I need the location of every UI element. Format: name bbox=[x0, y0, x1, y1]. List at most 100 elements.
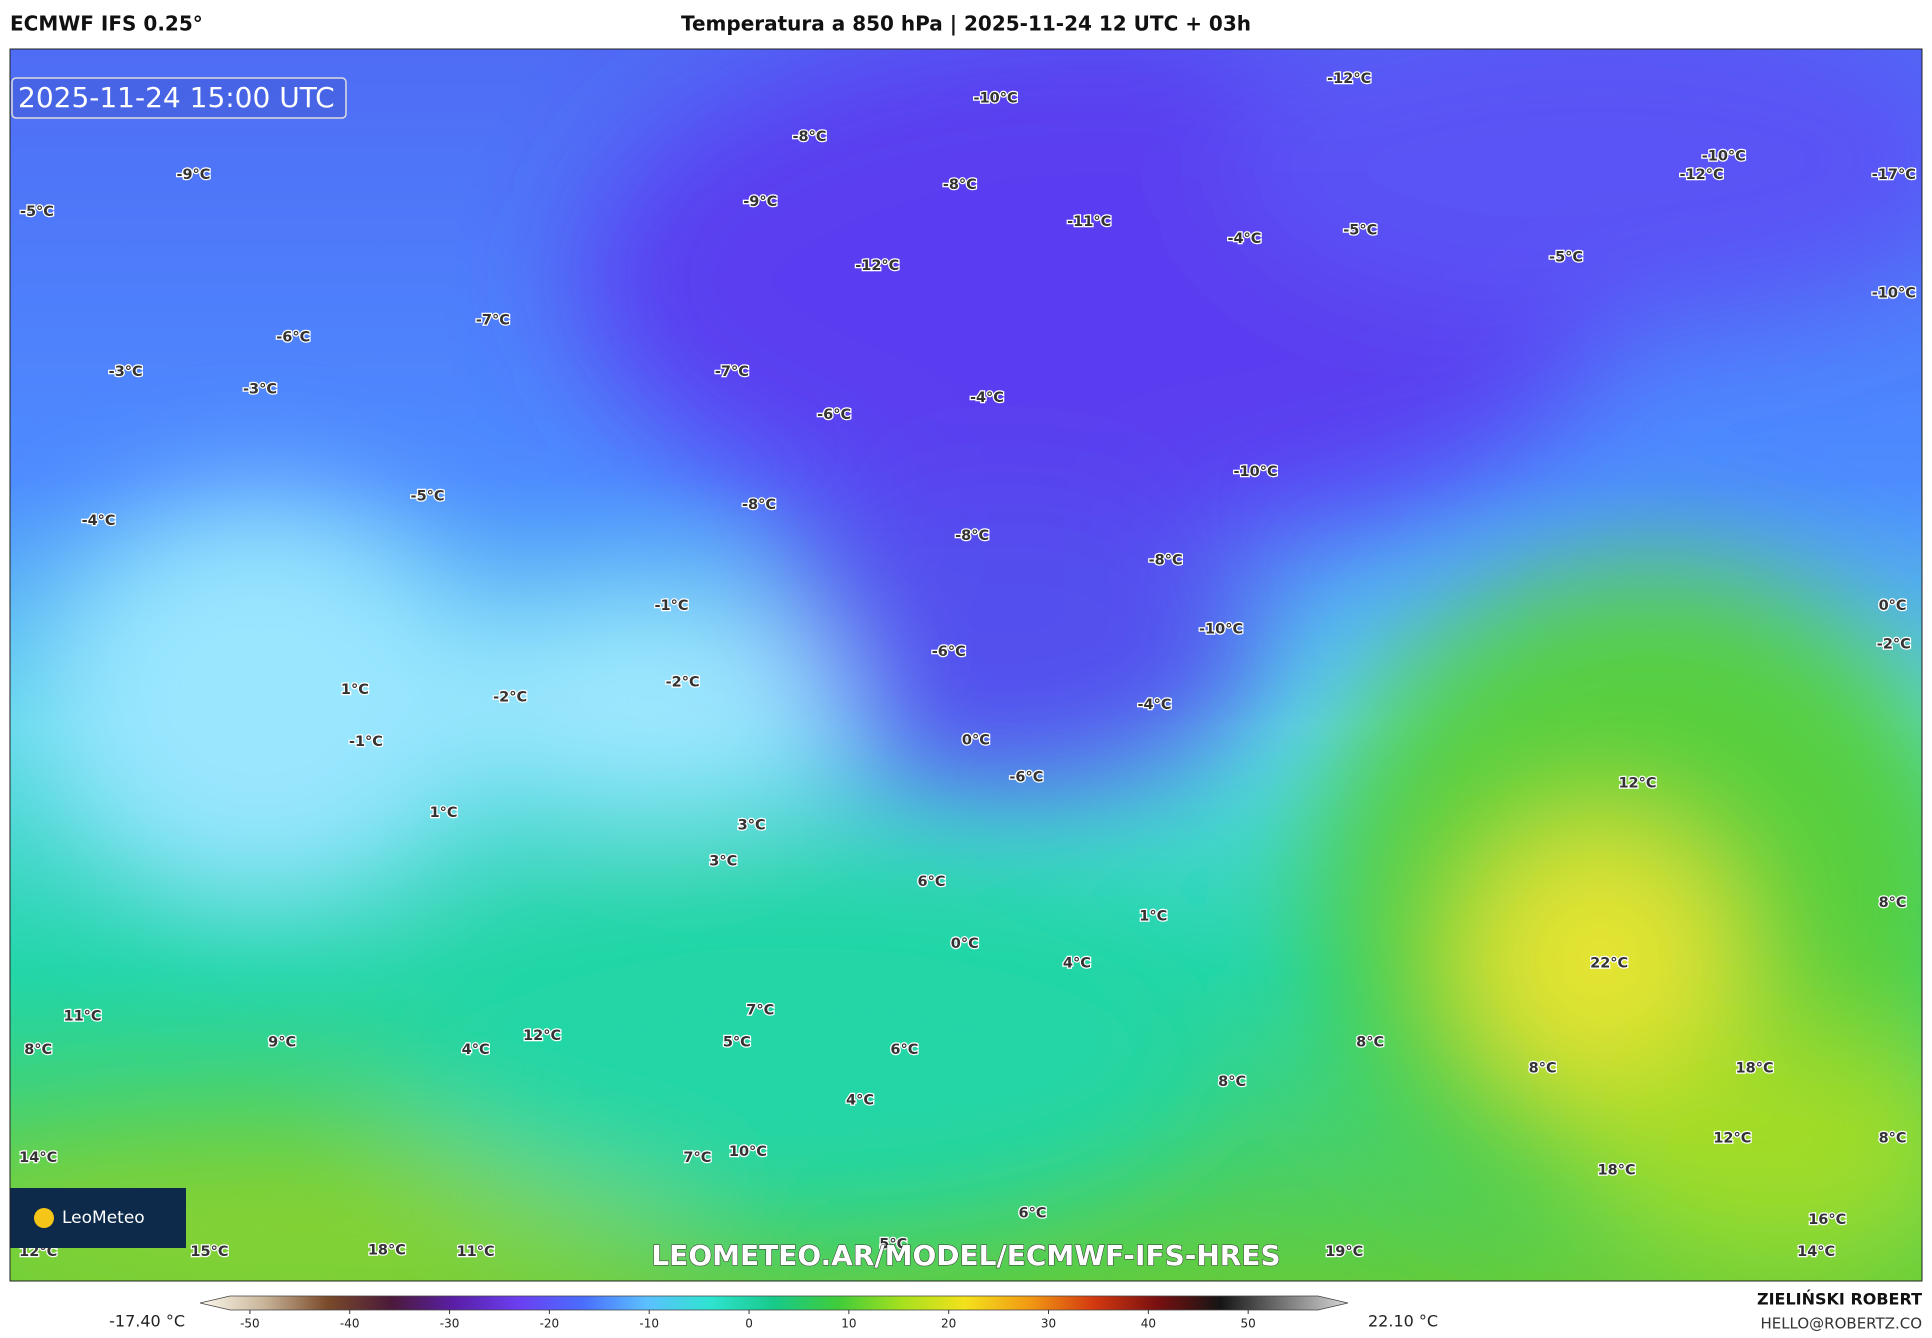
temperature-label: 1°C bbox=[341, 682, 369, 698]
temperature-label: -3°C bbox=[109, 364, 143, 380]
temperature-label: -6°C bbox=[276, 330, 310, 346]
colorbar-tick-label: 0 bbox=[745, 1317, 753, 1331]
temperature-label: 12°C bbox=[523, 1028, 561, 1044]
temperature-label: 5°C bbox=[879, 1236, 907, 1252]
temperature-label: -4°C bbox=[1227, 231, 1261, 247]
colorbar-tick-label: 50 bbox=[1241, 1317, 1256, 1331]
temperature-label: 6°C bbox=[1019, 1206, 1047, 1222]
temperature-label: 15°C bbox=[190, 1244, 228, 1260]
temperature-label: 7°C bbox=[683, 1150, 711, 1166]
temperature-label: -8°C bbox=[1149, 553, 1183, 569]
colorbar-tick-label: -40 bbox=[340, 1317, 360, 1331]
temperature-label: 11°C bbox=[457, 1244, 495, 1260]
temperature-label: 0°C bbox=[951, 936, 979, 952]
colorbar-tick-label: 20 bbox=[941, 1317, 956, 1331]
temperature-label: -4°C bbox=[1138, 697, 1172, 713]
temperature-label: 18°C bbox=[1736, 1060, 1774, 1076]
temperature-label: 0°C bbox=[1879, 598, 1907, 614]
temperature-label: -1°C bbox=[655, 598, 689, 614]
temperature-label: -5°C bbox=[1343, 222, 1377, 238]
temperature-label: 16°C bbox=[1808, 1212, 1846, 1228]
temperature-label: 7°C bbox=[746, 1002, 774, 1018]
temperature-label: 12°C bbox=[1618, 776, 1656, 792]
temperature-label: 3°C bbox=[738, 818, 766, 834]
temperature-label: -5°C bbox=[20, 204, 54, 220]
temperature-label: -11°C bbox=[1067, 214, 1111, 230]
temperature-label: 12°C bbox=[1713, 1131, 1751, 1147]
source-url: LEOMETEO.AR/MODEL/ECMWF-IFS-HRES bbox=[651, 1239, 1280, 1272]
temperature-label: 5°C bbox=[723, 1034, 751, 1050]
temperature-label: 11°C bbox=[64, 1009, 102, 1025]
temperature-label: -7°C bbox=[715, 364, 749, 380]
colorbar-tick-label: -20 bbox=[540, 1317, 560, 1331]
logo-sun bbox=[34, 1208, 54, 1228]
temperature-label: 8°C bbox=[1879, 895, 1907, 911]
temperature-label: -6°C bbox=[817, 407, 851, 423]
temperature-label: 3°C bbox=[709, 853, 737, 869]
temperature-label: -10°C bbox=[1234, 464, 1278, 480]
colorbar-tick-label: -30 bbox=[440, 1317, 460, 1331]
colorbar-tick-label: 30 bbox=[1041, 1317, 1056, 1331]
temperature-label: -5°C bbox=[411, 489, 445, 505]
email: HELLO@ROBERTZ.CO bbox=[1760, 1315, 1922, 1333]
temperature-label: -4°C bbox=[82, 513, 116, 529]
temperature-label: 8°C bbox=[24, 1042, 52, 1058]
author: ZIELIŃSKI ROBERT bbox=[1757, 1290, 1922, 1309]
colorbar-tick-label: -50 bbox=[240, 1317, 260, 1331]
temperature-label: -2°C bbox=[493, 689, 527, 705]
colorbar-tick-label: 40 bbox=[1141, 1317, 1156, 1331]
temperature-label: 8°C bbox=[1879, 1131, 1907, 1147]
temperature-label: 4°C bbox=[462, 1042, 490, 1058]
colorbar bbox=[199, 1295, 1349, 1311]
temperature-label: 22°C bbox=[1590, 956, 1628, 972]
colorbar-tick-label: 10 bbox=[841, 1317, 856, 1331]
temperature-label: 0°C bbox=[962, 733, 990, 749]
temperature-label: -8°C bbox=[943, 177, 977, 193]
max-value: 22.10 °C bbox=[1368, 1312, 1438, 1331]
temperature-label: -10°C bbox=[1702, 148, 1746, 164]
temperature-label: -1°C bbox=[349, 734, 383, 750]
temperature-label: -5°C bbox=[1549, 250, 1583, 266]
temperature-label: -8°C bbox=[742, 497, 776, 513]
temperature-label: 6°C bbox=[890, 1042, 918, 1058]
temperature-label: -12°C bbox=[1680, 167, 1724, 183]
temperature-label: 14°C bbox=[19, 1150, 57, 1166]
temperature-label: -10°C bbox=[974, 91, 1018, 107]
temperature-label: -9°C bbox=[743, 194, 777, 210]
temperature-label: -8°C bbox=[793, 129, 827, 145]
map-title: Temperatura a 850 hPa | 2025-11-24 12 UT… bbox=[681, 12, 1251, 36]
temperature-label: 6°C bbox=[918, 874, 946, 890]
temperature-label: 14°C bbox=[1797, 1244, 1835, 1260]
temperature-label: 18°C bbox=[368, 1243, 406, 1259]
temperature-label: 8°C bbox=[1218, 1074, 1246, 1090]
temperature-label: -4°C bbox=[970, 390, 1004, 406]
temperature-label: 4°C bbox=[1063, 956, 1091, 972]
temperature-label: -10°C bbox=[1872, 285, 1916, 301]
temperature-label: 10°C bbox=[729, 1144, 767, 1160]
temperature-label: -10°C bbox=[1199, 622, 1243, 638]
temperature-label: -3°C bbox=[243, 381, 277, 397]
temperature-label: -2°C bbox=[1877, 636, 1911, 652]
temperature-label: 1°C bbox=[1139, 909, 1167, 925]
temperature-label: -2°C bbox=[666, 675, 700, 691]
temperature-label: -8°C bbox=[955, 528, 989, 544]
temperature-label: 8°C bbox=[1529, 1060, 1557, 1076]
temperature-label: -9°C bbox=[176, 167, 210, 183]
temperature-label: -17°C bbox=[1872, 167, 1916, 183]
temperature-label: -6°C bbox=[1009, 769, 1043, 785]
temperature-label: -12°C bbox=[1327, 71, 1371, 87]
temperature-label: 18°C bbox=[1598, 1163, 1636, 1179]
model-name: ECMWF IFS 0.25° bbox=[10, 12, 203, 36]
map-frame bbox=[9, 48, 1923, 1282]
temperature-label: -7°C bbox=[476, 312, 510, 328]
timestamp: 2025-11-24 15:00 UTC bbox=[18, 81, 335, 114]
temperature-label: -6°C bbox=[932, 644, 966, 660]
temperature-label: 19°C bbox=[1325, 1244, 1363, 1260]
timestamp-box bbox=[11, 77, 347, 119]
logo-text: LeoMeteo bbox=[62, 1208, 145, 1228]
temperature-label: 9°C bbox=[268, 1034, 296, 1050]
temperature-label: 1°C bbox=[430, 805, 458, 821]
temperature-label: 4°C bbox=[846, 1092, 874, 1108]
